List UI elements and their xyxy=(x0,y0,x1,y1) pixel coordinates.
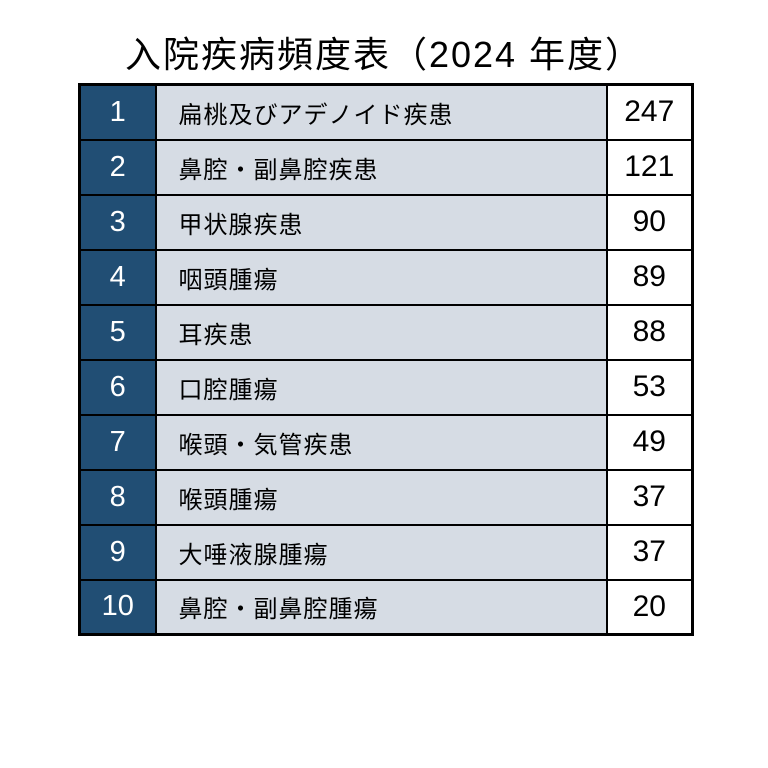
count-cell: 89 xyxy=(605,248,694,306)
rank-cell: 5 xyxy=(78,303,157,361)
count-cell: 53 xyxy=(605,358,694,416)
table-row: 6 口腔腫瘍 53 xyxy=(78,358,694,416)
disease-name-cell: 耳疾患 xyxy=(154,303,608,361)
table-row: 2 鼻腔・副鼻腔疾患 121 xyxy=(78,138,694,196)
table-row: 8 喉頭腫瘍 37 xyxy=(78,468,694,526)
table-row: 5 耳疾患 88 xyxy=(78,303,694,361)
count-cell: 37 xyxy=(605,523,694,581)
table-row: 1 扁桃及びアデノイド疾患 247 xyxy=(78,83,694,141)
count-cell: 88 xyxy=(605,303,694,361)
rank-cell: 3 xyxy=(78,193,157,251)
count-cell: 121 xyxy=(605,138,694,196)
count-cell: 20 xyxy=(605,578,694,636)
table-row: 10 鼻腔・副鼻腔腫瘍 20 xyxy=(78,578,694,636)
disease-name-cell: 咽頭腫瘍 xyxy=(154,248,608,306)
disease-name-cell: 甲状腺疾患 xyxy=(154,193,608,251)
page-title: 入院疾病頻度表（2024 年度） xyxy=(124,34,644,75)
rank-cell: 7 xyxy=(78,413,157,471)
rank-cell: 1 xyxy=(78,83,157,141)
disease-name-cell: 喉頭・気管疾患 xyxy=(154,413,608,471)
rank-cell: 8 xyxy=(78,468,157,526)
disease-name-cell: 扁桃及びアデノイド疾患 xyxy=(154,83,608,141)
disease-name-cell: 大唾液腺腫瘍 xyxy=(154,523,608,581)
rank-cell: 2 xyxy=(78,138,157,196)
rank-cell: 10 xyxy=(78,578,157,636)
count-cell: 37 xyxy=(605,468,694,526)
count-cell: 90 xyxy=(605,193,694,251)
disease-name-cell: 鼻腔・副鼻腔疾患 xyxy=(154,138,608,196)
table-row: 4 咽頭腫瘍 89 xyxy=(78,248,694,306)
disease-name-cell: 喉頭腫瘍 xyxy=(154,468,608,526)
disease-name-cell: 鼻腔・副鼻腔腫瘍 xyxy=(154,578,608,636)
disease-name-cell: 口腔腫瘍 xyxy=(154,358,608,416)
count-cell: 49 xyxy=(605,413,694,471)
frequency-table: 1 扁桃及びアデノイド疾患 247 2 鼻腔・副鼻腔疾患 121 3 甲状腺疾患… xyxy=(78,83,694,636)
table-row: 9 大唾液腺腫瘍 37 xyxy=(78,523,694,581)
table-row: 7 喉頭・気管疾患 49 xyxy=(78,413,694,471)
rank-cell: 6 xyxy=(78,358,157,416)
table-row: 3 甲状腺疾患 90 xyxy=(78,193,694,251)
rank-cell: 9 xyxy=(78,523,157,581)
rank-cell: 4 xyxy=(78,248,157,306)
count-cell: 247 xyxy=(605,83,694,141)
